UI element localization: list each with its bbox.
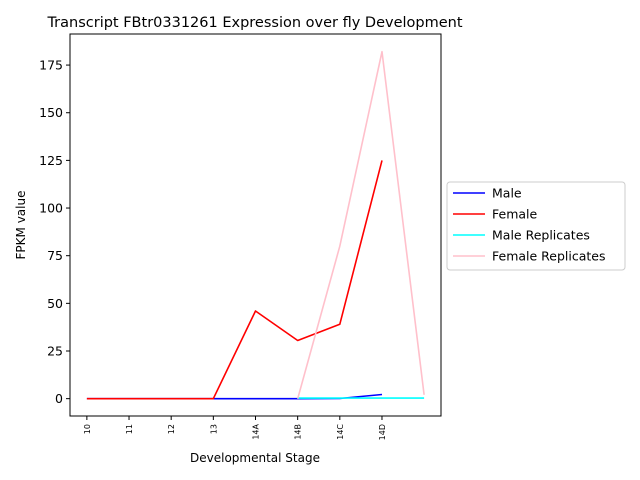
y-tick-label: 25 bbox=[47, 343, 63, 358]
x-tick-label: 11 bbox=[125, 424, 134, 434]
y-tick-label: 0 bbox=[55, 391, 63, 406]
legend-label-male: Male bbox=[492, 186, 522, 201]
series-line-female bbox=[86, 160, 383, 400]
y-tick-label: 50 bbox=[47, 296, 63, 311]
x-tick-label: 14D bbox=[378, 424, 387, 440]
y-axis: 0 25 50 75 100 125 150 175 bbox=[39, 58, 70, 406]
y-tick-label: 75 bbox=[47, 248, 63, 263]
series-line-female-replicates bbox=[296, 50, 425, 399]
plot-area bbox=[69, 33, 442, 417]
chart-title: Transcript FBtr0331261 Expression over f… bbox=[46, 15, 462, 31]
y-tick-label: 125 bbox=[39, 153, 63, 168]
x-tick-label: 14A bbox=[252, 423, 261, 439]
legend-label-male-replicates: Male Replicates bbox=[492, 228, 590, 243]
y-tick-label: 175 bbox=[39, 58, 63, 73]
x-axis-label: Developmental Stage bbox=[190, 451, 320, 465]
y-tick-label: 150 bbox=[39, 105, 63, 120]
series-lines bbox=[86, 50, 425, 400]
legend-label-female: Female bbox=[492, 207, 538, 222]
y-axis-label: FPKM value bbox=[14, 191, 28, 260]
y-tick-label: 100 bbox=[39, 201, 63, 216]
legend-label-female-replicates: Female Replicates bbox=[492, 249, 606, 264]
x-tick-label: 14B bbox=[294, 424, 303, 440]
x-axis: 10 11 12 13 14A 14B 14C 14D bbox=[83, 416, 387, 440]
x-tick-label: 14C bbox=[336, 424, 345, 440]
x-tick-label: 10 bbox=[83, 424, 92, 434]
x-tick-label: 12 bbox=[167, 424, 176, 434]
x-tick-label: 13 bbox=[209, 424, 218, 434]
legend: Male Female Male Replicates Female Replicat… bbox=[446, 181, 626, 271]
legend-box bbox=[446, 181, 626, 271]
